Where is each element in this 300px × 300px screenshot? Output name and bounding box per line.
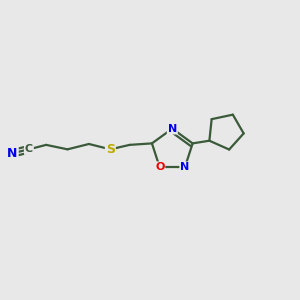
Text: N: N [168,124,177,134]
Text: N: N [8,147,18,160]
Text: S: S [106,143,115,156]
Text: C: C [25,144,33,154]
Text: N: N [180,162,190,172]
Text: O: O [155,162,164,172]
